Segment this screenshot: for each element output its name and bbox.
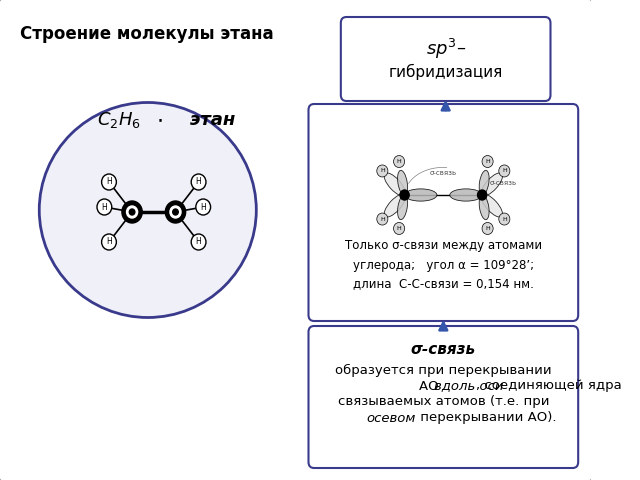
Text: $\mathbf{\mathit{sp^3}}$–: $\mathbf{\mathit{sp^3}}$– — [426, 37, 466, 61]
Ellipse shape — [397, 195, 408, 220]
Text: $\mathit{\cdot}$: $\mathit{\cdot}$ — [156, 110, 163, 130]
Text: H: H — [485, 226, 490, 231]
Text: Строение молекулы этана: Строение молекулы этана — [20, 25, 274, 43]
Circle shape — [482, 156, 493, 168]
Ellipse shape — [384, 173, 405, 196]
Circle shape — [400, 190, 409, 200]
Text: H: H — [196, 178, 202, 187]
Circle shape — [173, 209, 179, 215]
Text: связываемых атомов (т.е. при: связываемых атомов (т.е. при — [337, 396, 549, 408]
Text: H: H — [397, 226, 401, 231]
Text: вдоль оси: вдоль оси — [434, 380, 504, 393]
Circle shape — [97, 199, 112, 215]
Text: этан: этан — [171, 111, 236, 129]
Text: σ-связь: σ-связь — [430, 170, 457, 176]
Circle shape — [482, 223, 493, 235]
Ellipse shape — [481, 173, 502, 196]
Text: перекрывании АО).: перекрывании АО). — [415, 411, 556, 424]
Circle shape — [191, 174, 206, 190]
Text: σ-связь: σ-связь — [411, 343, 476, 358]
Ellipse shape — [479, 195, 489, 220]
Text: H: H — [397, 159, 401, 164]
Text: H: H — [485, 159, 490, 164]
Circle shape — [196, 199, 211, 215]
Ellipse shape — [397, 170, 408, 195]
Text: H: H — [200, 203, 206, 212]
Text: H: H — [106, 238, 112, 247]
Text: H: H — [502, 216, 507, 222]
Text: H: H — [380, 216, 385, 222]
Ellipse shape — [404, 189, 437, 201]
FancyBboxPatch shape — [308, 104, 578, 321]
Circle shape — [102, 174, 116, 190]
Ellipse shape — [39, 103, 256, 317]
Text: гибридизация: гибридизация — [388, 64, 503, 80]
Circle shape — [170, 206, 181, 218]
Text: Только σ-связи между атомами
углерода;   угол α = 109°28’;
длина  C-C-связи = 0,: Только σ-связи между атомами углерода; у… — [345, 240, 542, 290]
Circle shape — [129, 209, 135, 215]
Circle shape — [165, 201, 186, 223]
FancyBboxPatch shape — [341, 17, 550, 101]
Text: H: H — [502, 168, 507, 173]
Circle shape — [499, 213, 510, 225]
Ellipse shape — [384, 194, 405, 217]
Text: образуется при перекрывании: образуется при перекрывании — [335, 363, 552, 376]
Circle shape — [394, 156, 404, 168]
Text: σ-связь: σ-связь — [490, 180, 517, 186]
Circle shape — [191, 234, 206, 250]
Text: H: H — [196, 238, 202, 247]
Circle shape — [499, 165, 510, 177]
Text: H: H — [106, 178, 112, 187]
Circle shape — [394, 223, 404, 235]
Circle shape — [377, 165, 388, 177]
Circle shape — [122, 201, 142, 223]
Text: H: H — [102, 203, 108, 212]
FancyBboxPatch shape — [308, 326, 578, 468]
Text: H: H — [380, 168, 385, 173]
Circle shape — [477, 190, 487, 200]
Ellipse shape — [479, 170, 489, 195]
Text: осевом: осевом — [366, 411, 415, 424]
Circle shape — [377, 213, 388, 225]
Ellipse shape — [481, 194, 502, 217]
Text: , соединяющей ядра: , соединяющей ядра — [476, 380, 621, 393]
Circle shape — [102, 234, 116, 250]
Text: $\mathit{C_2H_6}$: $\mathit{C_2H_6}$ — [97, 110, 141, 130]
Text: АО: АО — [419, 380, 444, 393]
FancyBboxPatch shape — [0, 0, 593, 480]
Circle shape — [127, 206, 138, 218]
Ellipse shape — [450, 189, 482, 201]
